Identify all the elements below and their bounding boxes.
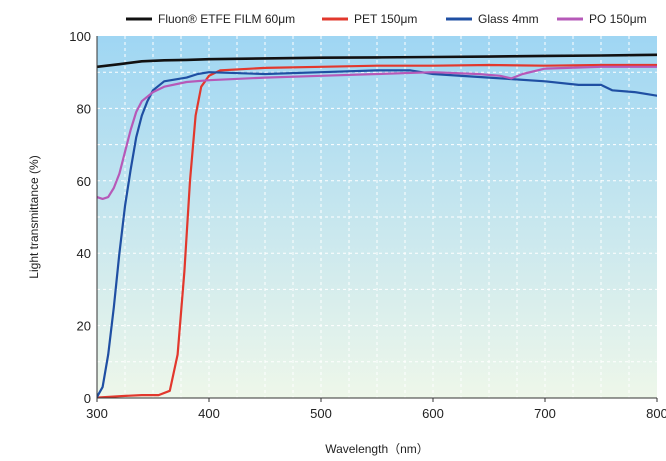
series-lines [97, 53, 657, 398]
x-tick-label: 700 [534, 406, 556, 421]
x-tick-label: 400 [198, 406, 220, 421]
x-tick-label: 800 [646, 406, 666, 421]
legend: Fluon® ETFE FILM 60μm PET 150μm Glass 4mm P… [126, 12, 647, 26]
x-axis-label: Wavelength（nm） [325, 442, 429, 456]
grid-lines [97, 36, 657, 398]
y-tick-label: 80 [77, 101, 91, 116]
y-tick-label: 20 [77, 319, 91, 334]
x-tick-label: 300 [86, 406, 108, 421]
y-tick-label: 100 [69, 29, 91, 44]
legend-label-1: Fluon® ETFE FILM 60μm [158, 12, 295, 26]
series-line-3 [97, 69, 657, 398]
y-tick-labels: 0 20 40 60 80 100 [69, 29, 91, 406]
y-tick-label: 0 [84, 391, 91, 406]
legend-label-4: PO 150μm [589, 12, 647, 26]
x-tick-label: 600 [422, 406, 444, 421]
series-line-4 [97, 65, 657, 200]
x-tick-labels: 300 400 500 600 700 800 [86, 398, 666, 421]
x-tick-label: 500 [310, 406, 332, 421]
y-axis-label: Light transmittance (%) [27, 155, 41, 278]
y-tick-label: 40 [77, 246, 91, 261]
legend-label-3: Glass 4mm [478, 12, 539, 26]
series-line-1 [97, 53, 657, 69]
legend-label-2: PET 150μm [354, 12, 417, 26]
y-tick-label: 60 [77, 174, 91, 189]
